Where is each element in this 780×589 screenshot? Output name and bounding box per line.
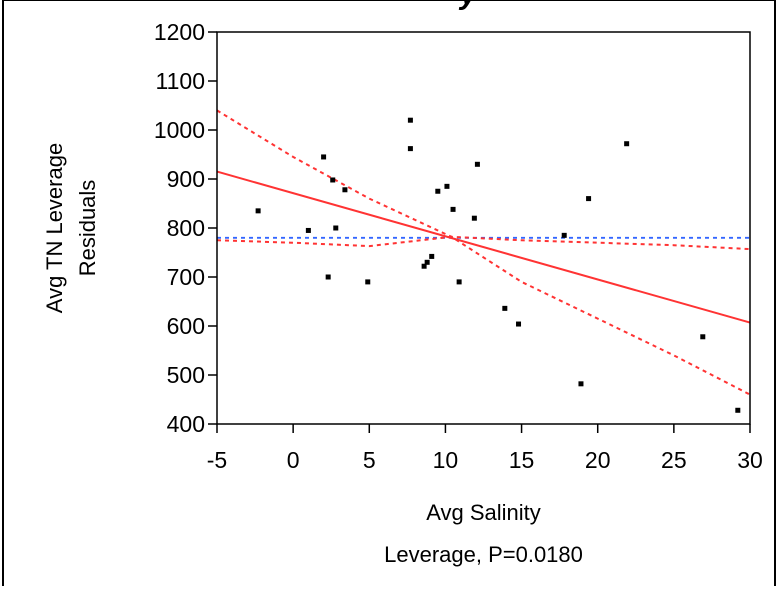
data-point [325, 274, 331, 280]
fit-curves [216, 109, 751, 396]
confidence-upper-curve [216, 109, 751, 251]
x-tick-label: 0 [287, 447, 300, 473]
data-point [516, 321, 522, 327]
x-tick-label: 20 [585, 447, 611, 473]
chart-caption: Leverage, P=0.0180 [384, 542, 583, 567]
data-point [421, 263, 427, 269]
x-axis-title: Avg Salinity [426, 500, 541, 525]
y-tick-label: 500 [167, 362, 205, 388]
data-point [450, 206, 456, 212]
y-axis-title: Avg TN Leverage Residuals [42, 143, 100, 313]
x-tick-label: -5 [207, 447, 227, 473]
data-point [474, 161, 480, 167]
axes: 400 500 600 700 800 900 1000 1100 1200 -5 0 5 10 15 20… [154, 19, 763, 473]
data-point [444, 183, 450, 189]
data-point [407, 146, 413, 152]
data-point [305, 227, 311, 233]
data-point [561, 232, 567, 238]
x-tick-label: 15 [509, 447, 535, 473]
x-tick-label: 5 [363, 447, 376, 473]
y-tick-label: 700 [167, 264, 205, 290]
data-point [429, 253, 435, 259]
y-tick-label: 1200 [154, 19, 205, 45]
data-point [321, 154, 327, 160]
data-point [624, 141, 630, 147]
y-axis-title-line-2: Residuals [75, 180, 100, 277]
data-point [502, 305, 508, 311]
y-tick-label: 900 [167, 166, 205, 192]
y-tick-label: 800 [167, 215, 205, 241]
data-point [700, 334, 706, 340]
y-tick-label: 600 [167, 313, 205, 339]
y-tick-label: 400 [167, 411, 205, 437]
data-point [735, 407, 741, 413]
data-point [471, 215, 477, 221]
y-axis-title-line-1: Avg TN Leverage [42, 143, 67, 313]
data-point [333, 225, 339, 231]
fit-line [216, 170, 751, 324]
data-point [456, 279, 462, 285]
y-tick-label: 1100 [156, 68, 205, 94]
data-point [424, 259, 430, 265]
x-tick-label: 30 [737, 447, 763, 473]
data-points [255, 117, 741, 413]
data-point [342, 187, 348, 193]
data-point [365, 279, 371, 285]
data-point [578, 381, 584, 387]
y-tick-label: 1000 [154, 117, 205, 143]
data-point [407, 117, 413, 123]
confidence-lower-curve [216, 235, 751, 396]
data-point [255, 208, 261, 214]
x-tick-label: 25 [661, 447, 687, 473]
x-tick-label: 10 [433, 447, 459, 473]
data-point [586, 196, 592, 202]
plot-area [216, 31, 751, 425]
data-point [330, 177, 336, 183]
clipped-title: y [460, 0, 477, 12]
data-point [435, 188, 441, 194]
